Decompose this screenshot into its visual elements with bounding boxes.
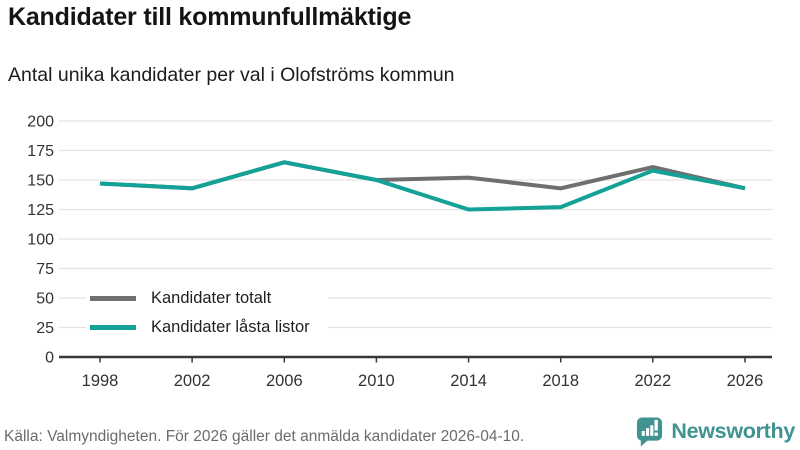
x-tick-label: 2018 bbox=[542, 372, 579, 390]
newsworthy-bubble-icon bbox=[637, 416, 663, 446]
chart-subtitle: Antal unika kandidater per val i Olofstr… bbox=[8, 64, 455, 86]
legend-item: Kandidater totalt bbox=[90, 284, 310, 313]
source-note: Källa: Valmyndigheten. För 2026 gäller d… bbox=[4, 428, 525, 445]
y-tick-label: 75 bbox=[36, 261, 54, 278]
y-tick-label: 100 bbox=[27, 232, 54, 249]
newsworthy-wordmark: Newsworthy bbox=[671, 418, 795, 443]
x-tick-label: 1998 bbox=[82, 372, 119, 390]
y-tick-label: 125 bbox=[27, 202, 54, 219]
y-tick-label: 150 bbox=[27, 173, 54, 190]
x-tick-label: 2026 bbox=[727, 372, 764, 390]
y-axis-labels: 0 25 50 75 100 125 150 175 200 bbox=[27, 114, 54, 367]
y-tick-label: 50 bbox=[36, 291, 54, 308]
x-axis bbox=[59, 355, 772, 363]
x-tick-label: 2006 bbox=[266, 372, 303, 390]
newsworthy-logo: Newsworthy bbox=[635, 413, 795, 449]
x-tick-label: 2014 bbox=[450, 372, 487, 390]
chart-legend: Kandidater totalt Kandidater låsta listor bbox=[86, 284, 328, 344]
y-tick-label: 175 bbox=[27, 143, 54, 160]
page-title: Kandidater till kommunfullmäktige bbox=[8, 3, 412, 31]
x-axis-labels: 1998 2002 2006 2010 2014 2018 2022 2026 bbox=[82, 372, 764, 390]
x-tick-label: 2002 bbox=[174, 372, 211, 390]
legend-swatch bbox=[90, 325, 136, 330]
y-tick-label: 200 bbox=[27, 114, 54, 131]
legend-swatch bbox=[90, 296, 136, 301]
x-tick-label: 2010 bbox=[358, 372, 395, 390]
series-line-kandidater-l-sta-listor bbox=[99, 160, 746, 212]
series-line-kandidater-totalt bbox=[99, 160, 746, 191]
legend-label: Kandidater låsta listor bbox=[151, 318, 310, 336]
y-tick-label: 25 bbox=[36, 320, 54, 337]
x-tick-label: 2022 bbox=[634, 372, 671, 390]
legend-item: Kandidater låsta listor bbox=[90, 313, 310, 342]
legend-label: Kandidater totalt bbox=[151, 289, 272, 307]
y-tick-label: 0 bbox=[45, 350, 54, 367]
